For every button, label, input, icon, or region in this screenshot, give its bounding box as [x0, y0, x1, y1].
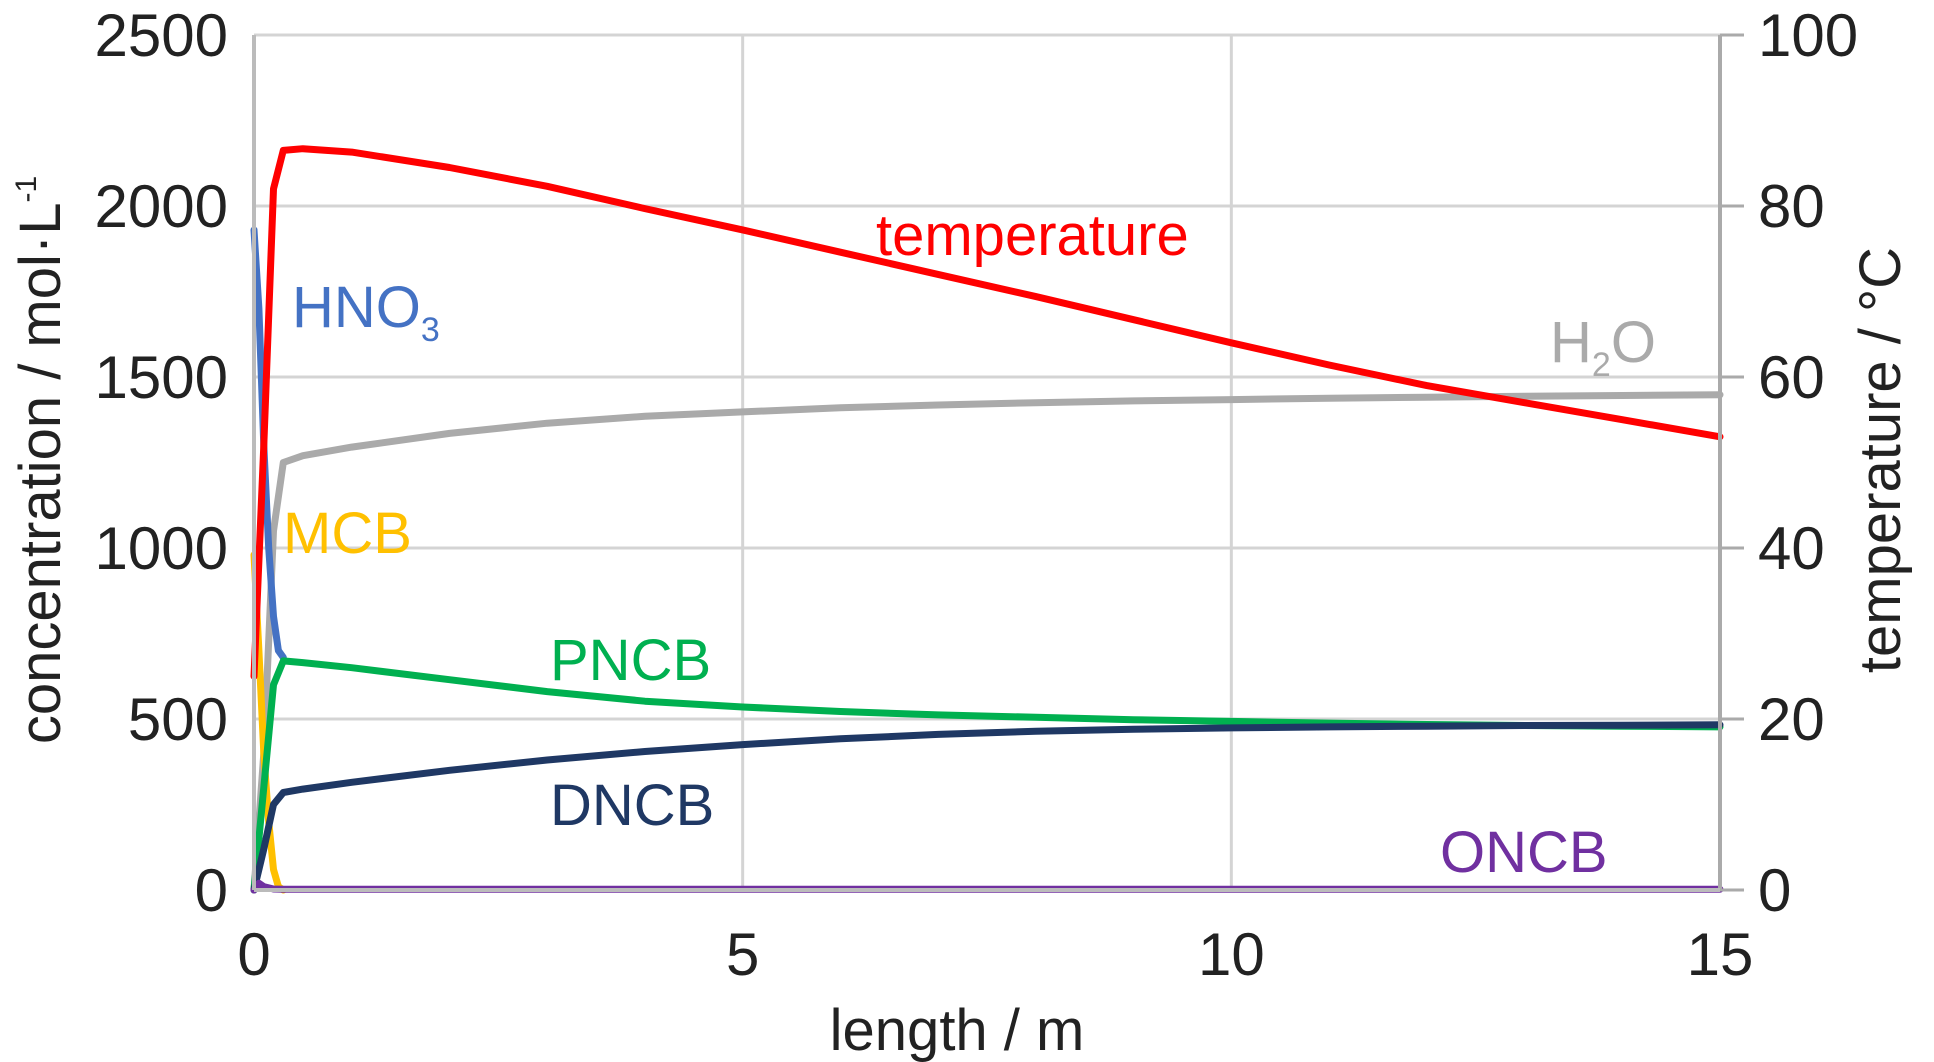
plot-frame: [252, 33, 1744, 892]
y-left-tick-label: 1500: [95, 344, 228, 411]
y-left-tick-label: 0: [195, 857, 228, 924]
y-right-tick-label: 80: [1758, 173, 1825, 240]
y-left-tick-label: 1000: [95, 515, 228, 582]
y-right-tick-label: 40: [1758, 515, 1825, 582]
x-tick-label: 15: [1687, 921, 1754, 988]
series-label-dncb: DNCB: [550, 773, 714, 838]
series-label-temperature: temperature: [876, 203, 1189, 268]
grid: [252, 33, 1722, 892]
series-label-hno3: HNO3: [292, 275, 440, 349]
series-label-pncb: PNCB: [550, 628, 711, 693]
series-label-h2o: H2O: [1550, 310, 1656, 384]
y-left-tick-label: 500: [128, 686, 228, 753]
y-right-tick-label: 60: [1758, 344, 1825, 411]
x-tick-label: 10: [1198, 921, 1265, 988]
y-left-tick-label: 2000: [95, 173, 228, 240]
y-axis-left-title: concentration / mol·L-1: [8, 176, 73, 744]
series-line-hno3: [250, 226, 287, 661]
y-left-tick-label: 2500: [95, 2, 228, 69]
series-label-mcb: MCB: [283, 501, 412, 566]
series-line-temperature: [250, 145, 1724, 680]
y-right-tick-label: 20: [1758, 686, 1825, 753]
series-label-oncb: ONCB: [1440, 820, 1608, 885]
series-line-dncb: [250, 721, 1724, 894]
y-axis-left-title-main: concentration / mol·L: [8, 203, 73, 745]
y-right-tick-label: 100: [1758, 2, 1858, 69]
y-axis-left-title-group: concentration / mol·L-1: [8, 176, 73, 744]
y-axis-right-title-group: temperature / °C: [1848, 247, 1913, 673]
y-axis-left-title-superscript: -1: [10, 176, 43, 203]
y-right-tick-label: 0: [1758, 857, 1791, 924]
series-line-h2o: [250, 391, 1724, 894]
x-tick-label: 0: [237, 921, 270, 988]
series-lines: [250, 145, 1724, 894]
x-tick-label: 5: [726, 921, 759, 988]
series-labels: H2O HNO3 MCB PNCB DNCB ONCB temperature: [283, 203, 1656, 885]
y-axis-right-title: temperature / °C: [1848, 247, 1913, 673]
x-axis-title: length / m: [830, 998, 1085, 1062]
